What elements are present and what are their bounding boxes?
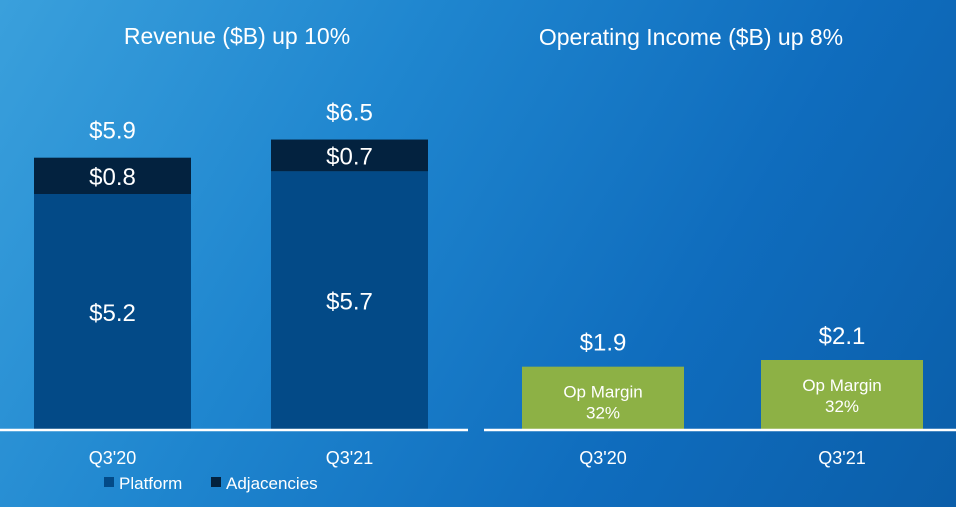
opincome-x-tick-1: Q3'20 [579,448,626,468]
revenue-title: Revenue ($B) up 10% [124,23,350,49]
opincome-value-label-1: $1.9 [580,330,627,357]
revenue-x-tick-1: Q3'20 [89,448,136,468]
opincome-margin-label-2: Op Margin [802,376,881,395]
opincome-bar-1 [522,366,684,430]
opincome-margin-value-1: 32% [586,404,620,423]
revenue-bar-adjacencies-2 [271,139,428,172]
legend-swatch-platform [104,477,114,487]
opincome-x-tick-2: Q3'21 [818,448,865,468]
legend-swatch-adjacencies [211,477,221,487]
opincome-margin-value-2: 32% [825,397,859,416]
revenue-platform-label-2: $5.7 [326,289,373,316]
revenue-platform-label-1: $5.2 [89,300,136,327]
revenue-bar-platform-1 [34,194,191,430]
revenue-adjacencies-label-2: $0.7 [326,143,373,170]
revenue-bar-platform-2 [271,171,428,431]
opincome-value-label-2: $2.1 [819,323,866,350]
opincome-bar-2 [761,360,923,430]
revenue-adjacencies-label-1: $0.8 [89,164,136,191]
revenue-total-label-2: $6.5 [326,100,373,127]
revenue-bar-adjacencies-1 [34,157,191,194]
revenue-total-label-1: $5.9 [89,118,136,145]
legend-label-platform: Platform [119,474,182,493]
opincome-title: Operating Income ($B) up 8% [539,24,843,50]
opincome-margin-label-1: Op Margin [563,383,642,402]
revenue-x-tick-2: Q3'21 [326,448,373,468]
legend-label-adjacencies: Adjacencies [226,474,318,493]
